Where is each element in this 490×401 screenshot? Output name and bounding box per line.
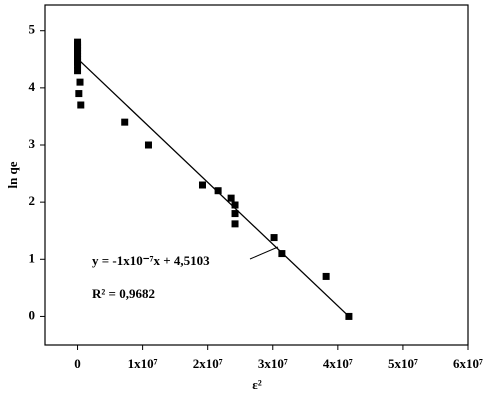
point	[227, 194, 235, 202]
x-tick-label: 2x10⁷	[193, 356, 223, 371]
point	[231, 220, 239, 228]
point	[75, 90, 83, 98]
point	[214, 187, 222, 195]
point	[76, 78, 84, 86]
annotation: R² = 0,9682	[92, 286, 155, 301]
fit-line	[77, 58, 350, 317]
point	[198, 181, 206, 189]
point	[322, 272, 330, 280]
y-tick-label: 1	[29, 250, 36, 265]
x-tick-label: 0	[74, 356, 81, 371]
point	[121, 118, 129, 126]
point	[77, 101, 85, 109]
point	[74, 61, 82, 69]
x-tick-label: 5x10⁷	[388, 356, 418, 371]
x-axis-label: ε²	[252, 377, 262, 392]
x-tick-label: 1x10⁷	[128, 356, 158, 371]
x-tick-label: 3x10⁷	[258, 356, 288, 371]
point	[74, 67, 82, 75]
point	[231, 210, 239, 218]
annotation-arrow	[249, 246, 279, 260]
y-tick-label: 2	[29, 193, 36, 208]
plot-frame	[44, 4, 469, 346]
point	[231, 201, 239, 209]
y-tick-label: 0	[29, 307, 36, 322]
y-tick-label: 4	[29, 79, 36, 94]
y-axis-label: ln qe	[5, 161, 20, 188]
point	[270, 234, 278, 242]
x-tick-label: 4x10⁷	[323, 356, 353, 371]
y-tick-label: 3	[29, 136, 36, 151]
y-tick-label: 5	[29, 22, 36, 37]
point	[144, 141, 152, 149]
x-tick-label: 6x10⁷	[453, 356, 483, 371]
annotation: y = -1x10⁻⁷x + 4,5103	[92, 253, 210, 268]
